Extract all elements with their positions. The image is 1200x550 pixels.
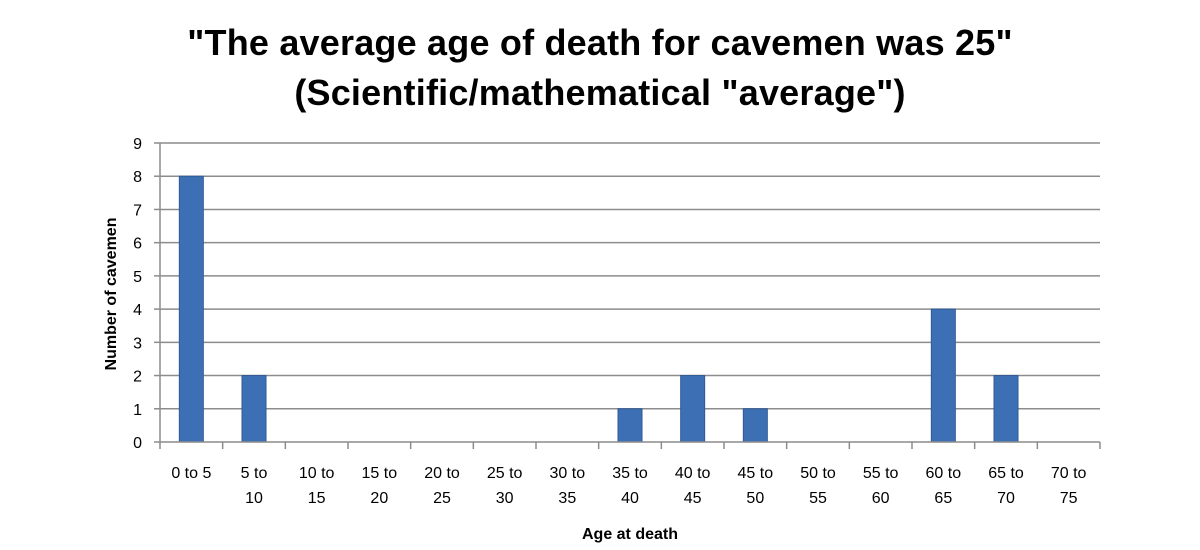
y-tick-label: 0 [133,435,142,452]
x-tick-label: 40 to [675,465,711,482]
y-tick-label: 3 [133,335,142,352]
x-tick-label: 70 to [1051,465,1087,482]
x-tick-label: 5 to [241,465,268,482]
bar [178,175,204,443]
x-tick-label: 15 [308,490,326,507]
x-tick-label: 65 [934,490,952,507]
y-tick-label: 4 [133,302,142,319]
y-tick-label: 6 [133,236,142,253]
y-tick-label: 1 [133,402,142,419]
y-tick-labels: 0 1 2 3 4 5 6 7 8 9 [133,136,142,452]
x-tick-label: 20 [370,490,388,507]
x-tick-label: 60 [872,490,890,507]
x-tick-label: 25 [433,490,451,507]
bar [241,375,267,443]
x-tick-label: 30 to [550,465,586,482]
bar [742,408,768,443]
y-tick-label: 5 [133,269,142,286]
x-tick-label: 55 [809,490,827,507]
x-tick-label: 0 to 5 [171,465,211,482]
x-tick-label: 35 to [612,465,648,482]
bar [680,375,706,443]
x-tick-label: 30 [496,490,514,507]
x-tick-label: 70 [997,490,1015,507]
x-tick-label: 45 [684,490,702,507]
gridlines [154,142,1100,443]
x-tick-labels: 0 to 5 5 to 10 10 to 15 15 to 20 20 to 25 25 to 30… [171,465,1086,507]
y-tick-label: 7 [133,202,142,219]
y-tick-label: 8 [133,169,142,186]
bar [617,408,643,443]
x-tick-label: 55 to [863,465,899,482]
x-tick-label: 35 [558,490,576,507]
bar [993,375,1019,443]
x-tick-label: 75 [1060,490,1078,507]
y-tick-label: 9 [133,136,142,153]
chart-title-block: "The average age of death for cavemen wa… [0,18,1200,118]
x-tick-label: 25 to [487,465,523,482]
x-tick-label: 65 to [988,465,1024,482]
x-tick-label: 10 to [299,465,335,482]
x-tick-label: 50 [746,490,764,507]
bars [178,175,1019,443]
x-tick-label: 10 [245,490,263,507]
bar [930,308,956,443]
y-tick-label: 2 [133,369,142,386]
x-tick-label: 60 to [926,465,962,482]
y-axis-title: Number of cavemen [103,218,120,371]
chart-title: "The average age of death for cavemen wa… [187,22,1013,63]
x-tick-label: 50 to [800,465,836,482]
x-tick-label: 20 to [424,465,460,482]
x-tick-label: 45 to [738,465,774,482]
x-axis-title: Age at death [582,526,678,543]
x-tick-label: 15 to [362,465,398,482]
axes [159,143,1101,449]
x-tick-label: 40 [621,490,639,507]
chart-subtitle: (Scientific/mathematical "average") [294,72,906,113]
